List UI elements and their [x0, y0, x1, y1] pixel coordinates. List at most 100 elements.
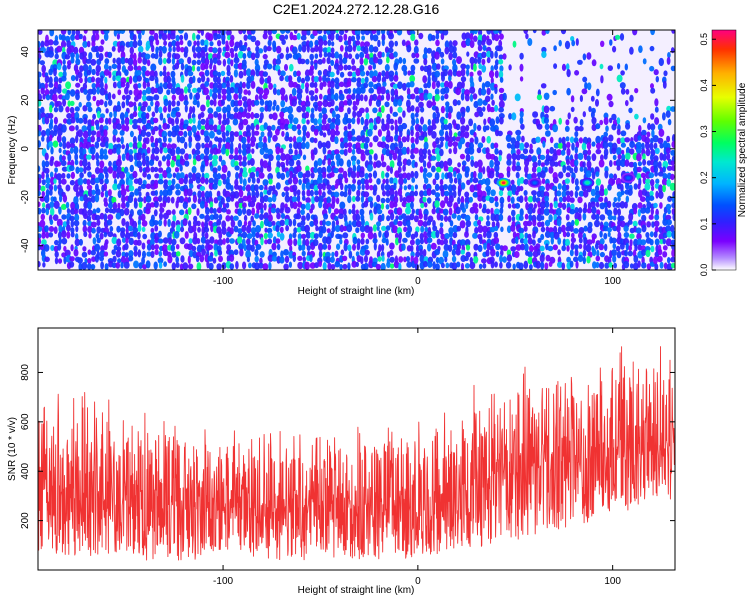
spectrogram-cell: [166, 71, 170, 77]
spectrogram-cell: [440, 140, 444, 148]
spectrogram-cell: [115, 212, 122, 220]
spectrogram-cell: [275, 182, 281, 190]
spectrogram-cell: [460, 130, 465, 139]
spectrogram-cell: [611, 147, 617, 154]
spectrogram-cell: [176, 45, 181, 52]
spectrogram-cell: [381, 76, 387, 84]
spectrogram-cell: [65, 106, 70, 113]
spectrogram-cell: [545, 130, 551, 137]
spectrogram-cell: [518, 262, 524, 270]
spectrogram-cell: [196, 208, 200, 216]
spectrogram-cell: [350, 35, 356, 42]
spectrogram-cell: [385, 178, 389, 185]
spectrogram-cell: [217, 40, 222, 47]
spectrogram-cell: [188, 141, 192, 149]
spectrogram-cell: [301, 118, 306, 125]
spectrogram-cell: [420, 65, 425, 72]
spectrogram-cell: [637, 260, 641, 268]
spectrogram-cell: [250, 244, 255, 252]
spectrogram-cell: [351, 77, 357, 83]
spectrogram-cell: [431, 165, 436, 173]
spectrogram-cell: [150, 135, 155, 143]
spectrogram-cell: [510, 196, 515, 204]
spectrogram-cell: [96, 226, 102, 234]
spectrogram-cell: [179, 209, 185, 216]
spectrogram-cell: [340, 182, 344, 191]
spectrogram-cell: [654, 263, 659, 270]
spectrogram-cell: [237, 208, 243, 217]
spectrogram-cell: [629, 239, 633, 247]
spectrogram-cell: [582, 53, 587, 61]
spectrogram-cell: [212, 154, 219, 161]
spectrogram-cell: [361, 135, 366, 143]
spectrogram-cell: [169, 32, 176, 40]
spectrogram-cell: [575, 38, 579, 46]
spectrogram-cell: [665, 203, 672, 210]
spectrogram-cell: [445, 101, 450, 107]
spectrogram-cell: [652, 135, 659, 143]
spectrogram-cell: [50, 176, 55, 185]
spectrogram-cell: [159, 70, 163, 77]
spectrogram-cell: [441, 172, 445, 180]
spectrogram-cell: [447, 122, 453, 131]
spectrogram-cell: [360, 77, 365, 84]
spectrogram-cell: [445, 112, 449, 119]
spectrogram-cell: [305, 141, 310, 150]
spectrogram-cell: [165, 209, 172, 216]
spectrogram-cell: [243, 89, 248, 95]
spectrogram-cell: [96, 159, 100, 167]
spectrogram-cell: [65, 201, 70, 209]
spectrogram-cell: [200, 176, 206, 184]
spectrogram-cell: [574, 125, 580, 132]
spectrogram-cell: [447, 158, 453, 166]
spectrogram-cell: [183, 32, 189, 41]
spectrogram-cell: [203, 87, 209, 96]
spectrogram-cell: [347, 135, 352, 142]
spectrogram-cell: [277, 69, 281, 76]
spectrogram-cell: [200, 104, 206, 112]
spectrogram-cell: [298, 179, 302, 186]
spectrogram-cell: [363, 142, 369, 150]
spectrogram-cell: [411, 208, 415, 215]
spectrogram-cell: [359, 70, 366, 77]
spectrogram-cell: [61, 214, 67, 220]
spectrogram-cell: [306, 212, 311, 221]
spectrogram-cell: [649, 45, 655, 52]
spectrogram-cell: [314, 104, 318, 112]
spectrogram-cell: [310, 124, 316, 132]
spectrogram-cell: [560, 30, 567, 35]
spectrogram-cell: [103, 154, 109, 160]
spectrogram-cell: [440, 200, 446, 209]
spectrogram-cell: [565, 226, 571, 232]
spectrogram-cell: [322, 243, 328, 250]
spectrogram-cell: [144, 166, 151, 173]
spectrogram-cell: [574, 244, 579, 251]
spectrogram-cell: [587, 221, 593, 229]
spectrogram-cell: [153, 209, 158, 217]
spectrogram-cell: [359, 94, 364, 102]
spectrogram-cell: [449, 220, 454, 227]
spectrogram-cell: [431, 189, 436, 196]
spectrogram-cell: [87, 106, 93, 113]
spectrogram-cell: [66, 219, 70, 227]
spectrogram-cell: [539, 185, 545, 192]
spectrogram-cell: [557, 142, 564, 149]
spectrogram-cell: [635, 145, 642, 155]
spectrogram-cell: [150, 244, 155, 251]
spectrogram-cell: [70, 75, 76, 82]
spectrogram-cell: [330, 87, 335, 96]
spectrogram-cell: [670, 173, 675, 181]
spectrogram-cell: [390, 88, 395, 97]
spectrogram-cell: [493, 231, 499, 239]
spectrogram-cell: [464, 231, 469, 238]
spectrogram-cell: [197, 197, 202, 205]
spectrogram-cell: [258, 262, 264, 269]
spectrogram-cell: [464, 255, 469, 262]
spectrogram-cell: [620, 183, 624, 193]
spectrogram-cell: [352, 100, 357, 107]
spectrogram-cell: [342, 263, 348, 270]
spectrogram-cell: [434, 88, 440, 96]
spectrogram-cell: [368, 260, 374, 269]
spectrogram-cell: [66, 40, 72, 48]
spectrogram-cell: [49, 30, 55, 37]
